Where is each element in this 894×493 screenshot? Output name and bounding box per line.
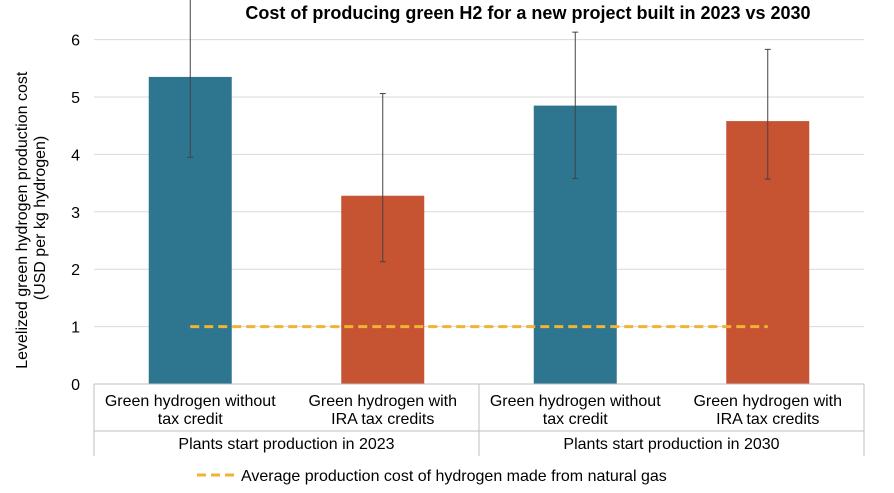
category-label: tax credit bbox=[543, 411, 608, 428]
y-tick-label: 2 bbox=[71, 262, 80, 279]
category-label: Green hydrogen with bbox=[308, 393, 457, 410]
y-tick-label: 6 bbox=[71, 33, 80, 50]
chart-title: Cost of producing green H2 for a new pro… bbox=[245, 3, 810, 23]
y-tick-labels: 0 1 2 3 4 5 6 bbox=[71, 33, 80, 394]
group-label: Plants start production in 2023 bbox=[178, 436, 394, 453]
y-tick-label: 3 bbox=[71, 205, 80, 222]
group-label: Plants start production in 2030 bbox=[563, 436, 779, 453]
y-tick-label: 4 bbox=[71, 147, 80, 164]
legend: Average production cost of hydrogen made… bbox=[197, 468, 667, 485]
category-label: Green hydrogen without bbox=[490, 393, 661, 410]
bars bbox=[148, 76, 810, 385]
y-axis-label-line-2: (USD per kg hydrogen) bbox=[32, 136, 49, 301]
category-label: Green hydrogen without bbox=[105, 393, 276, 410]
x-axis bbox=[93, 383, 865, 456]
y-tick-label: 1 bbox=[71, 320, 80, 337]
y-axis-label: Levelized green hydrogen production cost… bbox=[14, 67, 49, 369]
y-tick-label: 0 bbox=[71, 377, 80, 394]
category-label: tax credit bbox=[158, 411, 223, 428]
category-label: IRA tax credits bbox=[716, 411, 819, 428]
legend-label: Average production cost of hydrogen made… bbox=[241, 468, 667, 485]
y-axis-label-line-1: Levelized green hydrogen production cost bbox=[14, 71, 31, 369]
category-label: IRA tax credits bbox=[331, 411, 434, 428]
category-label: Green hydrogen with bbox=[693, 393, 842, 410]
y-tick-label: 5 bbox=[71, 90, 80, 107]
group-labels: Plants start production in 2023 Plants st… bbox=[178, 436, 779, 453]
error-bars bbox=[187, 0, 771, 263]
